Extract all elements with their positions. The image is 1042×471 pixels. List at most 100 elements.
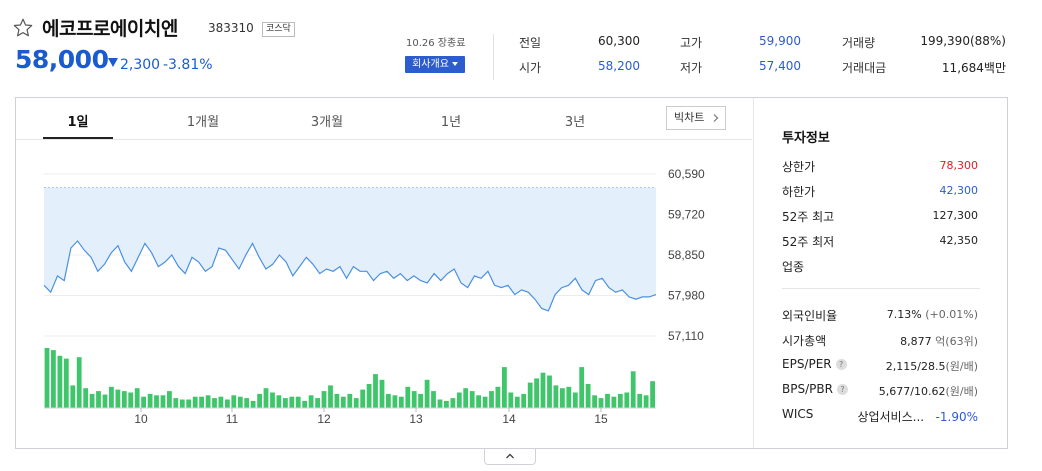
volume-bar	[450, 398, 456, 408]
tab-1month[interactable]: 1개월	[186, 115, 220, 130]
volume-bar	[347, 393, 353, 408]
volume-bar	[482, 396, 488, 408]
volume-label: 거래량	[842, 36, 876, 50]
market-badge: 코스닥	[262, 22, 295, 37]
investment-info: 투자정보 상한가 78,300 하한가 42,300 52주 최고 127,30…	[753, 98, 1007, 448]
price-area-fill	[44, 187, 656, 311]
lower-limit-value: 42,300	[939, 184, 979, 197]
volume-bar	[605, 393, 610, 408]
price-chart[interactable]: 60,590 59,720 58,850 57,980 57,110 10 11 12 13 14…	[16, 140, 752, 448]
volume-bar	[572, 392, 578, 408]
volume-bar	[650, 381, 655, 408]
volume-bar	[147, 393, 153, 408]
volume-bar	[340, 396, 346, 408]
bps-pbr-unit: (원/배)	[945, 385, 978, 398]
x-tick-label: 14	[502, 412, 516, 426]
volume-bar	[398, 396, 404, 408]
volume-bar	[205, 395, 211, 408]
help-icon[interactable]: ?	[835, 359, 847, 370]
volume-bar	[308, 395, 314, 408]
tab-1day[interactable]: 1일	[67, 115, 89, 130]
price-change: 2,300	[120, 57, 161, 73]
volume-bar	[321, 391, 327, 408]
volume-bar	[167, 391, 172, 408]
foreign-ratio-change: (+0.01%)	[925, 308, 978, 321]
eps-per-text: EPS/PER	[782, 357, 832, 371]
volume-bar	[405, 386, 411, 408]
volume-bar	[637, 393, 643, 408]
volume-bar	[463, 388, 469, 408]
volume-bar	[121, 391, 127, 408]
down-arrow-icon	[108, 58, 118, 67]
low-label: 저가	[680, 61, 703, 75]
market-cap-number: 8,877	[900, 335, 932, 348]
foreign-ratio-number: 7.13%	[886, 308, 922, 321]
volume-bar	[141, 396, 146, 408]
active-tab-indicator	[43, 137, 113, 139]
eps-per-number: 2,115/28.5	[885, 360, 946, 373]
market-close-status: 10.26 장종료	[406, 38, 466, 49]
volume-bar	[508, 392, 514, 408]
company-info-button[interactable]: 회사개요	[405, 56, 465, 73]
help-icon[interactable]: ?	[836, 384, 848, 395]
volume-bar	[83, 388, 89, 408]
week52-high-label: 52주 최고	[782, 210, 835, 224]
upper-limit-label: 상한가	[782, 160, 816, 174]
upper-limit-value: 78,300	[939, 159, 979, 172]
eps-per-value: 2,115/28.5(원/배)	[886, 358, 978, 374]
stock-code: 383310	[208, 21, 254, 35]
big-chart-label: 빅차트	[674, 111, 705, 124]
volume-bar	[360, 389, 366, 408]
volume-bar	[218, 396, 224, 408]
volume-bar	[553, 385, 559, 408]
market-cap-value: 8,877 억(63위)	[900, 333, 978, 349]
volume-bar	[585, 384, 591, 408]
volume-bar	[70, 385, 76, 408]
big-chart-button[interactable]: 빅차트	[666, 106, 726, 130]
volume-bar	[521, 393, 527, 408]
volume-bar	[411, 391, 417, 408]
volume-bar	[630, 371, 636, 408]
volume-bar	[579, 367, 585, 408]
y-tick-label: 57,110	[668, 329, 704, 343]
sector-label: 업종	[782, 260, 805, 274]
wics-value: 상업서비스... -1.90%	[857, 408, 978, 425]
chart-panel: 1일 1개월 3개월 1년 3년 빅차트 60,590 59,720 58,850 5…	[15, 97, 1008, 449]
volume-bar	[270, 392, 275, 408]
volume-bar	[392, 395, 398, 408]
volume-bar	[353, 398, 359, 408]
volume-bar	[51, 350, 56, 408]
volume-bar	[495, 386, 501, 408]
week52-low-label: 52주 최저	[782, 235, 835, 249]
volume-bar	[244, 398, 250, 408]
volume-bar	[386, 393, 391, 408]
open-label: 시가	[519, 61, 542, 75]
tab-3year[interactable]: 3년	[564, 115, 586, 130]
investment-info-title: 투자정보	[782, 131, 830, 146]
favorite-star-icon[interactable]	[12, 17, 34, 39]
volume-bar	[160, 395, 166, 408]
caret-down-icon	[451, 62, 458, 66]
volume-bar	[179, 399, 185, 408]
tab-3month[interactable]: 3개월	[310, 115, 344, 130]
high-label: 고가	[680, 36, 703, 50]
y-tick-label: 59,720	[668, 208, 705, 222]
x-tick-label: 10	[134, 412, 148, 426]
volume-bar	[89, 393, 95, 408]
volume-bar	[289, 396, 295, 408]
volume-bar	[547, 375, 552, 408]
tab-1year[interactable]: 1년	[440, 115, 462, 130]
volume-bar	[237, 396, 243, 408]
volume-bar	[514, 396, 520, 408]
prev-close-label: 전일	[519, 36, 542, 50]
trade-amount-value: 11,684백만	[941, 61, 1006, 75]
volume-bar	[598, 398, 604, 408]
volume-bar	[418, 393, 423, 408]
bps-pbr-number: 5,677/10.62	[878, 385, 946, 398]
wics-sector[interactable]: 상업서비스...	[857, 410, 925, 424]
y-tick-label: 60,590	[668, 167, 705, 181]
collapse-chart-button[interactable]	[484, 449, 536, 465]
volume-bar	[566, 386, 572, 408]
volume-bar	[186, 399, 192, 408]
market-cap-rank: 억(63위)	[935, 335, 978, 348]
